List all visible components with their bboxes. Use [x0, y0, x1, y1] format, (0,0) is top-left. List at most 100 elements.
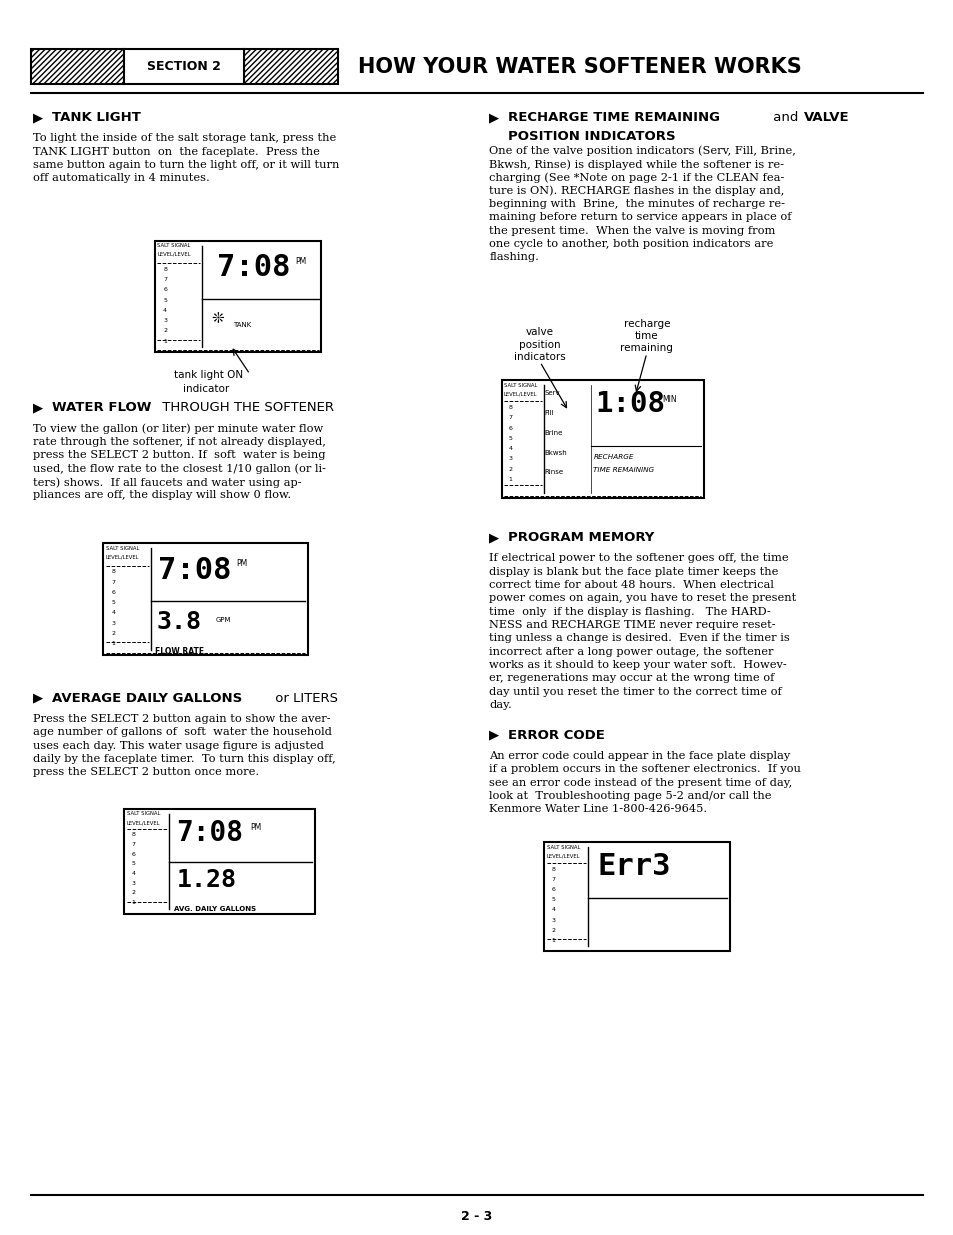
Text: 1: 1	[551, 937, 555, 942]
Text: 1: 1	[112, 641, 115, 646]
Text: ▶: ▶	[33, 692, 44, 705]
Text: time  only  if the display is flashing.   The HARD-: time only if the display is flashing. Th…	[489, 606, 770, 616]
Text: 7: 7	[163, 277, 167, 282]
Text: 7:08: 7:08	[158, 556, 232, 584]
Text: remaining: remaining	[619, 343, 673, 353]
Text: 6: 6	[508, 426, 512, 431]
Text: 1: 1	[163, 338, 167, 343]
Text: 4: 4	[551, 908, 555, 913]
Text: uses each day. This water usage figure is adjusted: uses each day. This water usage figure i…	[33, 741, 324, 751]
Text: 7:08: 7:08	[216, 253, 290, 282]
Text: daily by the faceplate timer.  To turn this display off,: daily by the faceplate timer. To turn th…	[33, 753, 335, 763]
Text: FLOW RATE: FLOW RATE	[154, 647, 204, 656]
Bar	[124, 809, 314, 914]
Text: 5: 5	[132, 861, 135, 866]
Text: 5: 5	[112, 600, 115, 605]
Text: Fill: Fill	[544, 410, 554, 416]
Text: 2: 2	[112, 631, 115, 636]
Bar	[244, 49, 337, 84]
Text: and: and	[768, 111, 801, 125]
Text: position: position	[518, 340, 560, 350]
Text: ture is ON). RECHARGE flashes in the display and,: ture is ON). RECHARGE flashes in the dis…	[489, 185, 784, 196]
Bar	[543, 842, 729, 951]
Text: 4: 4	[163, 308, 167, 312]
Text: LEVEL/LEVEL: LEVEL/LEVEL	[106, 555, 139, 559]
Text: works as it should to keep your water soft.  Howev-: works as it should to keep your water so…	[489, 659, 786, 669]
Text: An error code could appear in the face plate display: An error code could appear in the face p…	[489, 751, 790, 761]
Text: SALT SIGNAL: SALT SIGNAL	[546, 845, 579, 850]
Text: 8: 8	[112, 569, 115, 574]
Bar	[103, 543, 308, 655]
Text: TANK: TANK	[233, 322, 251, 329]
Text: 2: 2	[163, 329, 167, 333]
Text: ters) shows.  If all faucets and water using ap-: ters) shows. If all faucets and water us…	[33, 477, 302, 488]
Text: Press the SELECT 2 button again to show the aver-: Press the SELECT 2 button again to show …	[33, 714, 331, 724]
Text: 6: 6	[551, 887, 555, 892]
Text: 7: 7	[112, 579, 115, 584]
Text: PM: PM	[236, 559, 248, 568]
Text: One of the valve position indicators (Serv, Fill, Brine,: One of the valve position indicators (Se…	[489, 146, 796, 157]
Text: AVG. DAILY GALLONS: AVG. DAILY GALLONS	[173, 906, 255, 913]
Text: TANK LIGHT button  on  the faceplate.  Press the: TANK LIGHT button on the faceplate. Pres…	[33, 147, 320, 157]
Text: 6: 6	[163, 288, 167, 293]
Text: ting unless a change is desired.  Even if the timer is: ting unless a change is desired. Even if…	[489, 634, 789, 643]
Text: ▶: ▶	[33, 111, 44, 125]
Text: 3: 3	[132, 881, 135, 885]
Text: flashing.: flashing.	[489, 252, 538, 262]
Text: NESS and RECHARGE TIME never require reset-: NESS and RECHARGE TIME never require res…	[489, 620, 775, 630]
Text: Kenmore Water Line 1-800-426-9645.: Kenmore Water Line 1-800-426-9645.	[489, 804, 707, 814]
Text: TANK LIGHT: TANK LIGHT	[52, 111, 141, 125]
Text: 3: 3	[508, 457, 512, 462]
Text: 4: 4	[508, 446, 512, 451]
Text: SALT SIGNAL: SALT SIGNAL	[127, 811, 160, 816]
Text: ▶: ▶	[489, 111, 499, 125]
Text: 6: 6	[132, 852, 135, 857]
Text: To view the gallon (or liter) per minute water flow: To view the gallon (or liter) per minute…	[33, 424, 323, 435]
Text: RECHARGE TIME REMAINING: RECHARGE TIME REMAINING	[508, 111, 720, 125]
Text: 8: 8	[163, 267, 167, 272]
Text: Serv: Serv	[544, 390, 559, 396]
Text: 7: 7	[551, 877, 555, 882]
Text: HOW YOUR WATER SOFTENER WORKS: HOW YOUR WATER SOFTENER WORKS	[357, 57, 801, 77]
Text: rate through the softener, if not already displayed,: rate through the softener, if not alread…	[33, 437, 326, 447]
Text: 7:08: 7:08	[176, 819, 243, 847]
Text: look at  Troubleshooting page 5-2 and/or call the: look at Troubleshooting page 5-2 and/or …	[489, 790, 771, 800]
Text: 2: 2	[508, 467, 512, 472]
Text: the present time.  When the valve is moving from: the present time. When the valve is movi…	[489, 226, 775, 236]
Text: SALT SIGNAL: SALT SIGNAL	[503, 383, 537, 388]
Text: 3: 3	[551, 918, 555, 923]
Text: 3: 3	[163, 319, 167, 324]
Text: GPM: GPM	[215, 618, 231, 624]
Text: time: time	[635, 331, 658, 341]
Text: 5: 5	[508, 436, 512, 441]
Text: VALVE: VALVE	[803, 111, 849, 125]
Text: maining before return to service appears in place of: maining before return to service appears…	[489, 212, 791, 222]
Text: press the SELECT 2 button once more.: press the SELECT 2 button once more.	[33, 767, 259, 777]
Text: LEVEL/LEVEL: LEVEL/LEVEL	[157, 252, 191, 257]
Text: LEVEL/LEVEL: LEVEL/LEVEL	[546, 853, 579, 858]
Text: recharge: recharge	[623, 319, 669, 329]
Text: one cycle to another, both position indicators are: one cycle to another, both position indi…	[489, 240, 773, 249]
Text: 5: 5	[551, 898, 555, 903]
Text: tank light ON: tank light ON	[173, 370, 242, 380]
Text: display is blank but the face plate timer keeps the: display is blank but the face plate time…	[489, 567, 778, 577]
Text: ▶: ▶	[489, 729, 499, 742]
Text: ERROR CODE: ERROR CODE	[508, 729, 605, 742]
Text: indicators: indicators	[514, 352, 565, 362]
Text: charging (See *Note on page 2-1 if the CLEAN fea-: charging (See *Note on page 2-1 if the C…	[489, 173, 784, 183]
Text: off automatically in 4 minutes.: off automatically in 4 minutes.	[33, 173, 210, 183]
Text: 8: 8	[551, 867, 555, 872]
Text: 1: 1	[508, 477, 512, 482]
Text: RECHARGE: RECHARGE	[593, 454, 633, 461]
Text: AVERAGE DAILY GALLONS: AVERAGE DAILY GALLONS	[52, 692, 242, 705]
Text: day.: day.	[489, 700, 512, 710]
Text: THROUGH THE SOFTENER: THROUGH THE SOFTENER	[158, 401, 334, 415]
Text: LEVEL/LEVEL: LEVEL/LEVEL	[127, 820, 160, 825]
Text: er, regenerations may occur at the wrong time of: er, regenerations may occur at the wrong…	[489, 673, 774, 683]
Text: power comes on again, you have to reset the present: power comes on again, you have to reset …	[489, 593, 796, 603]
Text: press the SELECT 2 button. If  soft  water is being: press the SELECT 2 button. If soft water…	[33, 451, 326, 461]
Text: correct time for about 48 hours.  When electrical: correct time for about 48 hours. When el…	[489, 580, 774, 590]
Text: MIN: MIN	[661, 395, 676, 404]
Text: 6: 6	[112, 590, 115, 595]
Text: POSITION INDICATORS: POSITION INDICATORS	[508, 130, 676, 143]
